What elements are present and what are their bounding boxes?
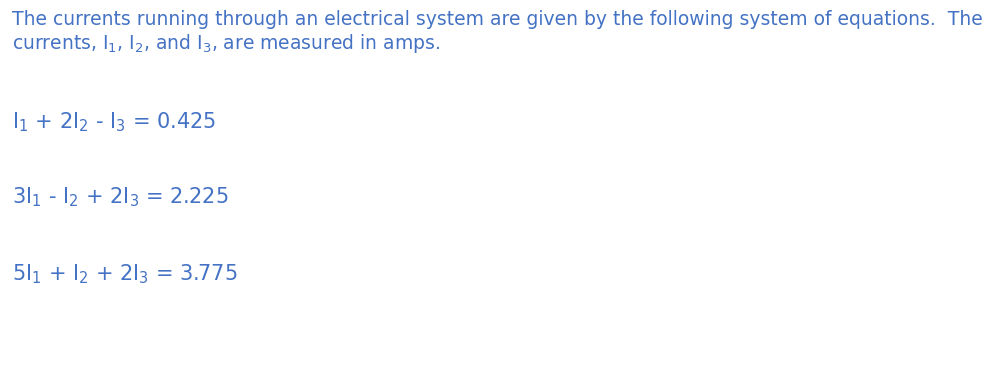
- Text: $\mathregular{I_1}$ + 2$\mathregular{I_2}$ - $\mathregular{I_3}$ = 0.425: $\mathregular{I_1}$ + 2$\mathregular{I_2…: [12, 110, 216, 134]
- Text: 5$\mathregular{I_1}$ + $\mathregular{I_2}$ + 2$\mathregular{I_3}$ = 3.775: 5$\mathregular{I_1}$ + $\mathregular{I_2…: [12, 262, 237, 286]
- Text: 3$\mathregular{I_1}$ - $\mathregular{I_2}$ + 2$\mathregular{I_3}$ = 2.225: 3$\mathregular{I_1}$ - $\mathregular{I_2…: [12, 185, 228, 208]
- Text: currents, $\mathregular{I_1}$, $\mathregular{I_2}$, and $\mathregular{I_3}$, are: currents, $\mathregular{I_1}$, $\mathreg…: [12, 32, 440, 55]
- Text: The currents running through an electrical system are given by the following sys: The currents running through an electric…: [12, 10, 988, 29]
